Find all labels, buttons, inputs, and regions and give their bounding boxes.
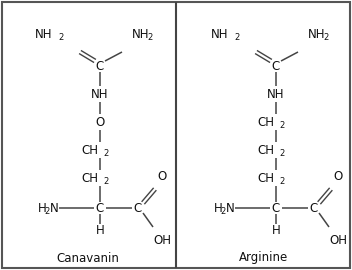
Text: H: H <box>214 201 222 214</box>
Text: CH: CH <box>257 171 274 184</box>
Text: CH: CH <box>257 143 274 157</box>
Text: 2: 2 <box>103 177 109 187</box>
Text: CH: CH <box>81 171 98 184</box>
Text: C: C <box>96 59 104 73</box>
Text: OH: OH <box>329 234 347 247</box>
Text: OH: OH <box>153 234 171 247</box>
Text: 2: 2 <box>323 33 329 42</box>
Text: CH: CH <box>81 143 98 157</box>
Text: 2: 2 <box>279 150 285 158</box>
Text: C: C <box>134 201 142 214</box>
Text: O: O <box>95 116 105 129</box>
Text: 2: 2 <box>279 177 285 187</box>
Text: NH: NH <box>210 28 228 40</box>
Text: 2: 2 <box>44 207 50 216</box>
Text: Arginine: Arginine <box>239 251 289 265</box>
Text: C: C <box>272 201 280 214</box>
Text: N: N <box>226 201 234 214</box>
Text: NH: NH <box>91 87 109 100</box>
Text: 2: 2 <box>103 150 109 158</box>
Text: 2: 2 <box>279 122 285 130</box>
Text: O: O <box>157 170 166 183</box>
Text: 2: 2 <box>147 33 153 42</box>
Text: CH: CH <box>257 116 274 129</box>
Text: C: C <box>272 59 280 73</box>
Text: Canavanin: Canavanin <box>57 251 119 265</box>
Text: 2: 2 <box>220 207 226 216</box>
Text: O: O <box>333 170 342 183</box>
Text: 2: 2 <box>234 33 240 42</box>
Text: NH: NH <box>132 28 150 40</box>
Text: H: H <box>96 224 105 237</box>
Text: C: C <box>96 201 104 214</box>
Text: NH: NH <box>34 28 52 40</box>
Text: 2: 2 <box>58 33 64 42</box>
Text: NH: NH <box>267 87 285 100</box>
Text: NH: NH <box>308 28 326 40</box>
Text: C: C <box>310 201 318 214</box>
Text: H: H <box>272 224 281 237</box>
Text: N: N <box>50 201 58 214</box>
Text: H: H <box>38 201 46 214</box>
